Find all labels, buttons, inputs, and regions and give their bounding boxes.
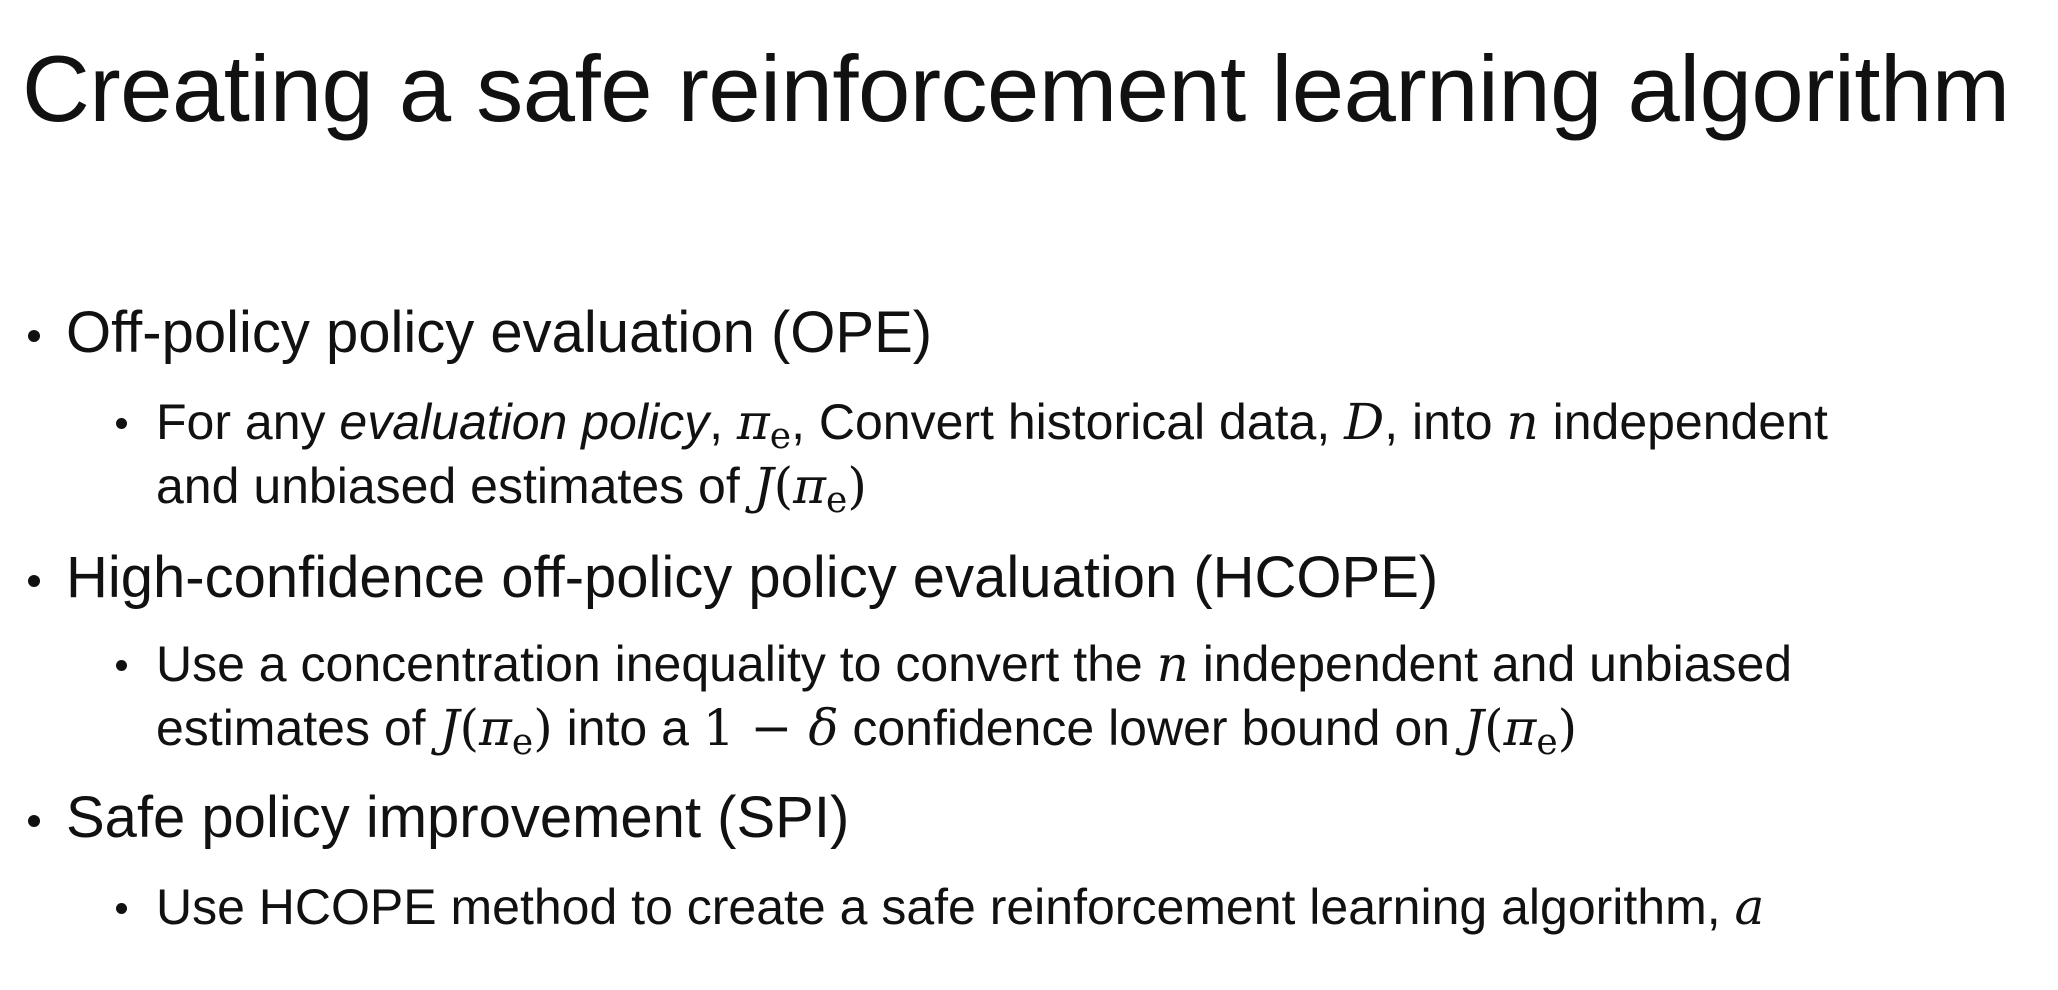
slide-title: Creating a safe reinforcement learning a… bbox=[22, 36, 2010, 141]
sub-bullet-text: Use a concentration inequality to conver… bbox=[156, 635, 1793, 763]
bullet-dot-icon bbox=[116, 418, 127, 429]
sub-bullet-text: Use HCOPE method to create a safe reinfo… bbox=[156, 878, 1765, 936]
bullet-heading: Off-policy policy evaluation (OPE) bbox=[66, 300, 933, 365]
bullet-dot-icon bbox=[116, 660, 127, 671]
bullet-dot-icon bbox=[28, 330, 40, 342]
bullet-dot-icon bbox=[28, 815, 40, 827]
bullet-dot-icon bbox=[28, 575, 40, 587]
bullet-heading: High-confidence off-policy policy evalua… bbox=[66, 545, 1439, 610]
bullet-dot-icon bbox=[116, 903, 127, 914]
bullet-heading: Safe policy improvement (SPI) bbox=[66, 785, 850, 850]
sub-bullet-text: For any evaluation policy, πe, Convert h… bbox=[156, 393, 1828, 521]
